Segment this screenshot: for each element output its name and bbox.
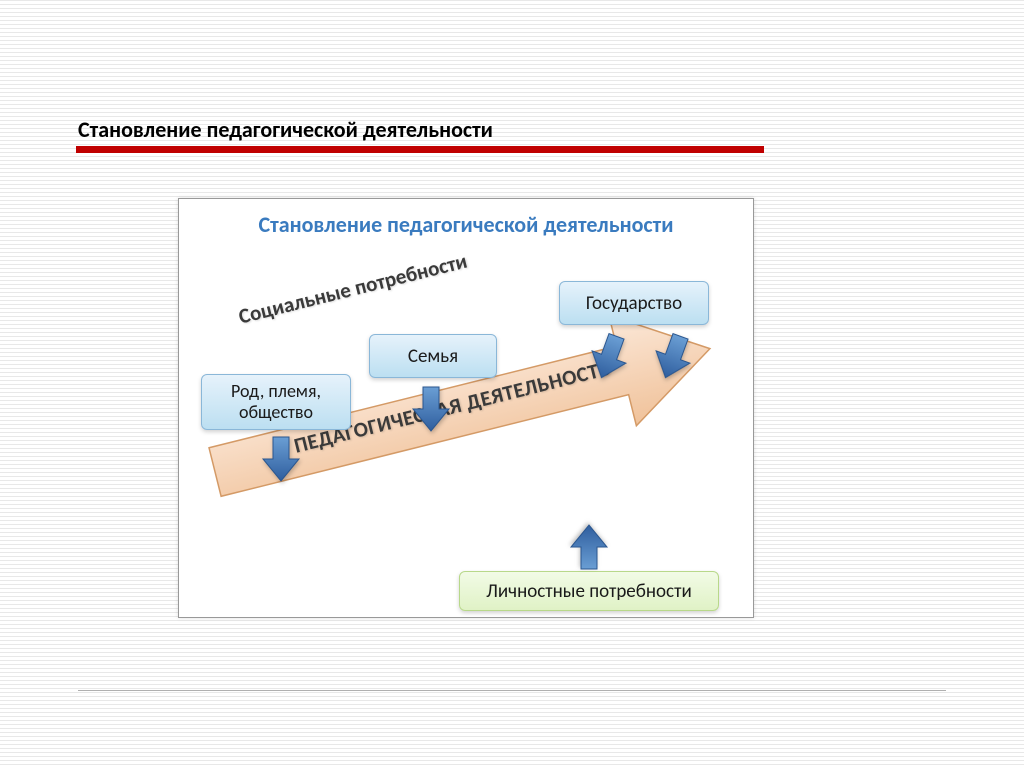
node-family-label: Семья <box>408 345 458 368</box>
node-state: Государство <box>559 281 709 325</box>
slide-title: Становление педагогической деятельности <box>78 116 493 143</box>
footer-divider <box>78 690 946 691</box>
node-family: Семья <box>369 334 497 378</box>
node-rod-label: Род, племя, общество <box>212 381 340 422</box>
node-lichnost-label: Личностные потребности <box>486 580 691 603</box>
diagram-title: Становление педагогической деятельности <box>179 211 753 238</box>
social-needs-label: Социальные потребности <box>236 248 470 330</box>
node-rod: Род, племя, общество <box>201 374 351 430</box>
node-state-label: Государство <box>586 292 682 315</box>
diagram-frame: Становление педагогической деятельности … <box>178 198 754 618</box>
small-arrow-icon <box>569 523 609 571</box>
title-underline-bar <box>76 146 764 153</box>
node-lichnost: Личностные потребности <box>459 571 719 611</box>
